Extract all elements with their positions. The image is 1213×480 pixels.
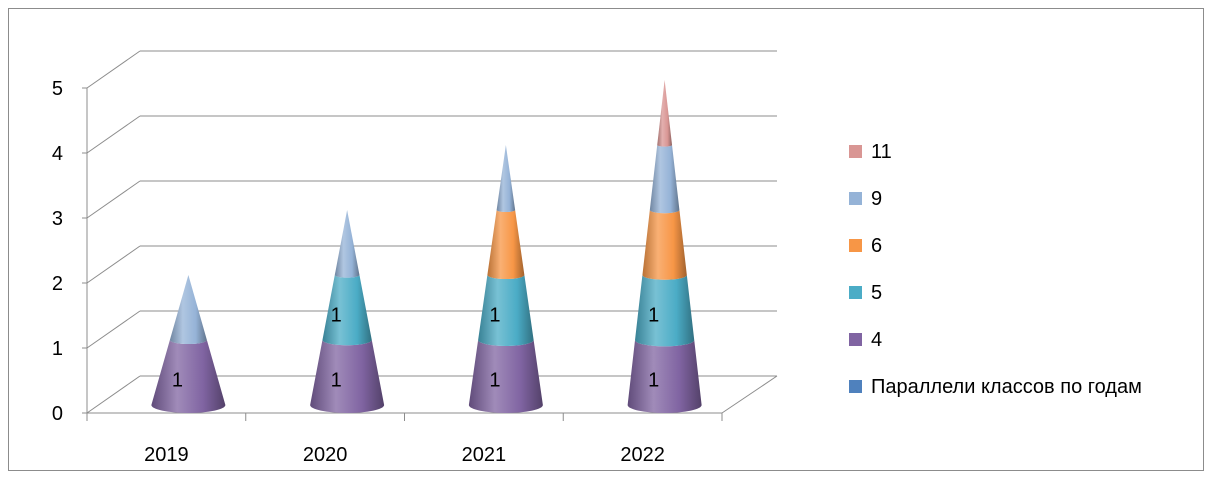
- legend-item-9: 9: [849, 188, 882, 210]
- legend-swatch: [849, 192, 862, 205]
- x-tick-label-2022: 2022: [620, 444, 665, 466]
- gridline-4: [86, 115, 777, 154]
- cone-2021: [468, 145, 543, 413]
- cone-segment-2021-series-6: [487, 210, 525, 279]
- legend-swatch: [849, 286, 862, 299]
- legend-swatch: [849, 333, 862, 346]
- cone-segment-2021-series-5: [478, 275, 534, 346]
- cone-2020: [310, 210, 385, 413]
- y-tick-label: 5: [52, 78, 63, 100]
- cone-segment-2020-series-5: [322, 275, 372, 346]
- cone-segment-2022-series-6: [642, 210, 687, 280]
- x-tick-label-2021: 2021: [462, 444, 507, 466]
- data-label-2021-series-4: 1: [489, 370, 500, 392]
- legend-swatch: [849, 380, 862, 393]
- legend-swatch: [849, 145, 862, 158]
- cone-2022: [627, 80, 702, 413]
- data-labels: 1 1 1 1 1 1 1: [172, 305, 659, 392]
- y-tick-label: 3: [52, 208, 63, 230]
- data-label-2020-series-4: 1: [331, 370, 342, 392]
- cone-segment-2021-series-9: [496, 145, 516, 212]
- x-tick-label-2019: 2019: [144, 444, 189, 466]
- legend-item-5: 5: [849, 282, 882, 304]
- floor-right-edge: [721, 375, 778, 414]
- gridline-5: [86, 50, 777, 89]
- legend-label: Параллели классов по годам: [871, 376, 1142, 398]
- y-tick-label: 0: [52, 403, 63, 425]
- legend-label: 6: [871, 235, 882, 257]
- cone-segment-2022-series-9: [649, 145, 680, 214]
- data-label-2020-series-5: 1: [331, 305, 342, 327]
- data-label-2022-series-4: 1: [648, 370, 659, 392]
- y-tick-label: 2: [52, 273, 63, 295]
- legend-item-параллели-классов-по-годам: Параллели классов по годам: [849, 376, 1142, 398]
- x-tick-label-2020: 2020: [303, 444, 348, 466]
- cone-series: [151, 80, 702, 413]
- legend-item-6: 6: [849, 235, 882, 257]
- cone-segment-2020-series-9: [334, 210, 360, 278]
- cone-segment-2019-series-9: [169, 275, 207, 344]
- legend-label: 5: [871, 282, 882, 304]
- cone-segment-2022-series-5: [635, 275, 695, 347]
- legend: 11 9 6 5 4 Параллели классов по годам: [849, 141, 1142, 398]
- legend-swatch: [849, 239, 862, 252]
- y-axis: 0 1 2 3 4 5: [52, 78, 87, 425]
- legend-item-4: 4: [849, 329, 882, 351]
- cone-segment-2020-series-4: [310, 340, 385, 413]
- data-label-2021-series-5: 1: [489, 305, 500, 327]
- cone-segment-2022-series-11: [657, 80, 673, 147]
- x-axis: 2019 2020 2021 2022: [86, 413, 723, 466]
- legend-item-11: 11: [849, 141, 892, 163]
- y-tick-label: 1: [52, 338, 63, 360]
- y-tick-label: 4: [52, 143, 63, 165]
- cone-segment-2022-series-4: [627, 340, 702, 413]
- legend-label: 9: [871, 188, 882, 210]
- data-label-2019-series-4: 1: [172, 370, 183, 392]
- legend-label: 11: [871, 141, 892, 163]
- cone-segment-2019-series-4: [151, 340, 226, 413]
- data-label-2022-series-5: 1: [648, 305, 659, 327]
- legend-label: 4: [871, 329, 882, 351]
- cone-2019: [151, 275, 226, 413]
- cone-segment-2021-series-4: [468, 340, 543, 413]
